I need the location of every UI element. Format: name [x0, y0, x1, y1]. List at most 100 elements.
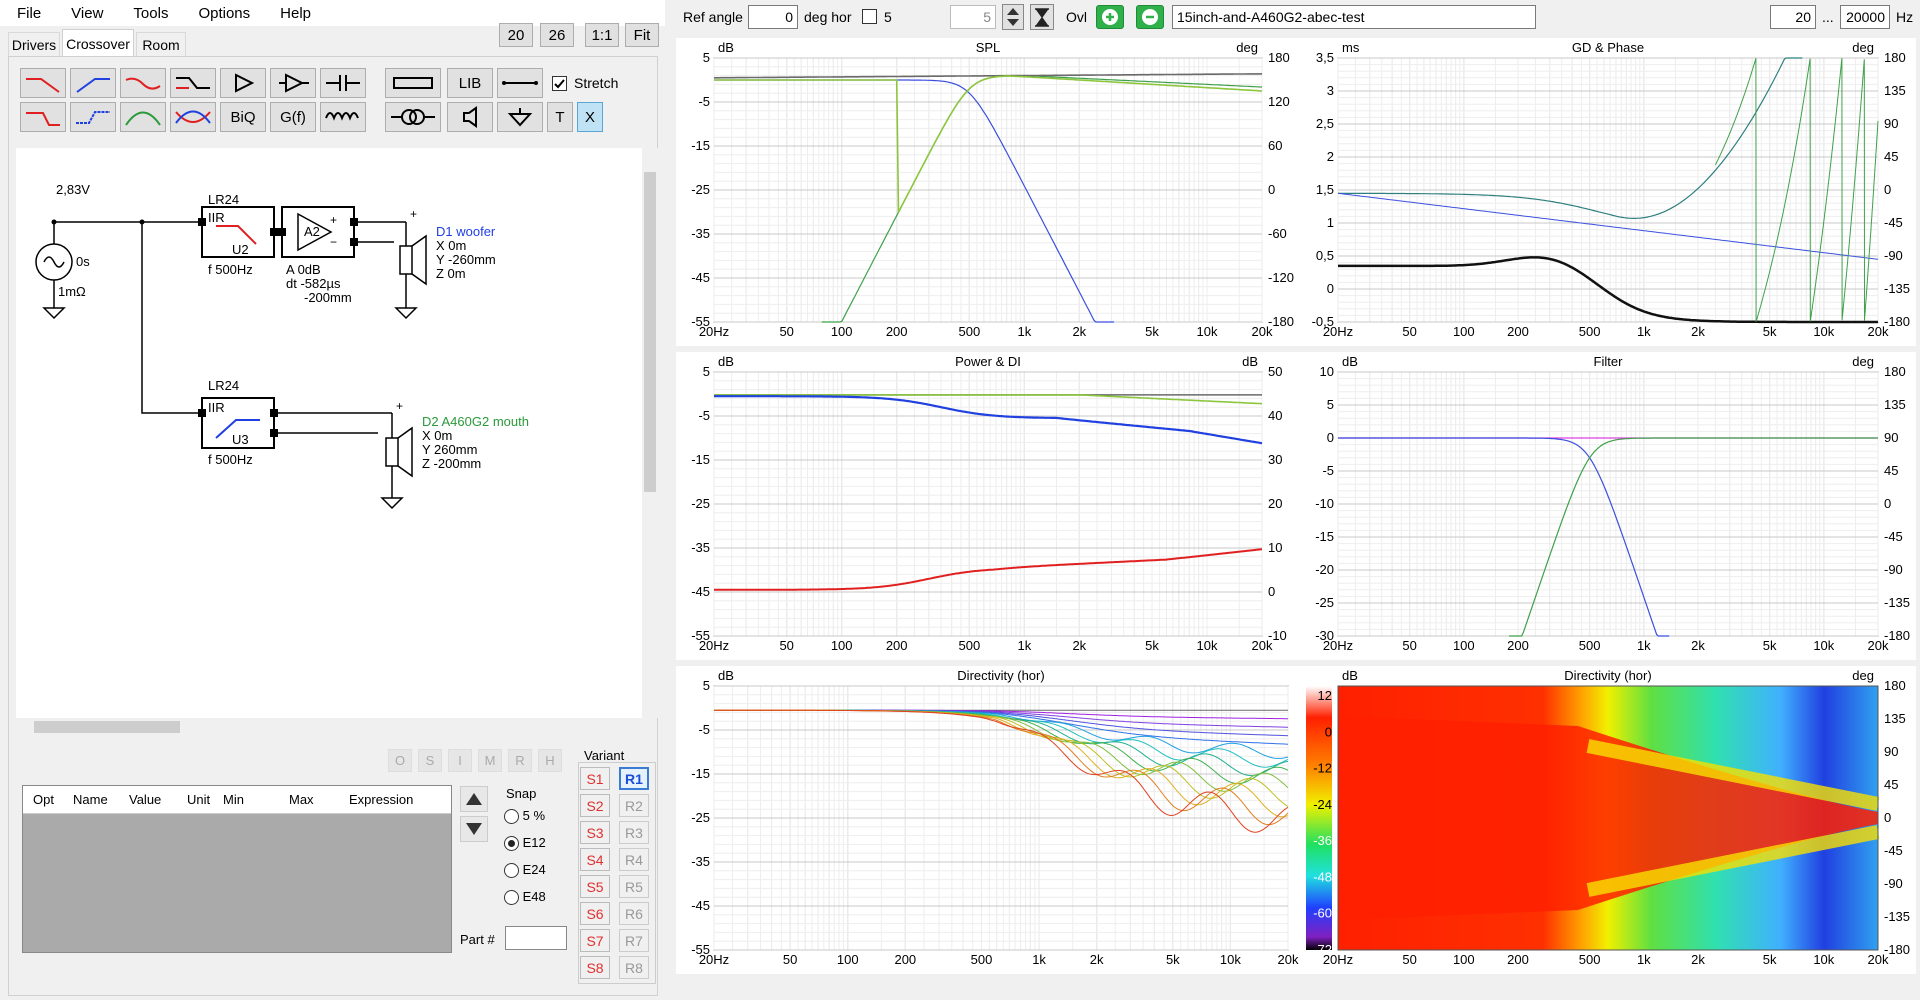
spl-max-checkbox[interactable]	[862, 9, 877, 24]
r-button[interactable]: R	[508, 749, 532, 772]
variant-r7[interactable]: R7	[619, 929, 649, 952]
variant-s4[interactable]: S4	[580, 848, 610, 871]
menu-view[interactable]: View	[71, 4, 104, 22]
directivity-curve-13	[714, 709, 1289, 833]
vertical-scrollbar[interactable]	[642, 148, 658, 718]
menu-file[interactable]: File	[17, 4, 42, 22]
buffer-tool[interactable]	[270, 68, 316, 98]
snap-e24[interactable]: E24	[504, 862, 546, 879]
capacitor-tool[interactable]	[320, 68, 366, 98]
text-tool[interactable]: T	[547, 102, 573, 132]
o-button[interactable]: O	[388, 749, 412, 772]
variant-s8[interactable]: S8	[580, 956, 610, 979]
variant-r1[interactable]: R1	[619, 767, 649, 790]
filter-plot[interactable]: 10 5 0 -5 -10 -15 -20 -25 -30 180 135 90 45 0 -45 -90 -1…	[1300, 352, 1916, 660]
variant-s7[interactable]: S7	[580, 929, 610, 952]
tab-crossover[interactable]: Crossover	[62, 29, 134, 57]
variant-r4[interactable]: R4	[619, 848, 649, 871]
highpass-blue-2-tool[interactable]	[70, 102, 116, 132]
schematic-canvas[interactable]: + − + + 2,83V 0s 1mΩ LR24 IIR U2 f 500Hz A…	[16, 148, 642, 718]
ref-angle-input[interactable]: 0	[748, 5, 798, 29]
zoom-1to1-button[interactable]: 1:1	[585, 23, 619, 47]
inductor-tool[interactable]	[320, 102, 366, 132]
power-di-plot[interactable]: 5 -5 -15 -25 -35 -45 -55 50 40 30 20 10 0 -10 20Hz 50 10…	[676, 352, 1300, 660]
p-dir-ytick: -25	[691, 810, 710, 825]
biquad-button[interactable]: BiQ	[220, 102, 266, 132]
col-expression[interactable]: Expression	[349, 792, 414, 807]
zoom-26-button[interactable]: 26	[540, 23, 574, 47]
lowpass-red-tool[interactable]	[20, 68, 66, 98]
tab-room[interactable]: Room	[136, 32, 186, 56]
x-tool[interactable]: X	[577, 102, 603, 132]
speaker-tool[interactable]	[447, 102, 493, 132]
resistor-tool[interactable]	[385, 68, 441, 98]
m-button[interactable]: M	[478, 749, 502, 772]
move-up-button[interactable]	[460, 786, 488, 812]
col-unit[interactable]: Unit	[187, 792, 211, 807]
lowpass-red-2-tool[interactable]	[20, 102, 66, 132]
project-name-input[interactable]: 15inch-and-A460G2-abec-test	[1172, 5, 1536, 29]
h-button[interactable]: H	[538, 749, 562, 772]
part-number-input[interactable]	[505, 926, 567, 950]
freq-max-input[interactable]: 20000	[1840, 5, 1890, 29]
directivity-map-plot[interactable]: 12 0 -12 -24 -36 -48 -60 -72 180 135 90 45 0 -45 -90 -1…	[1300, 666, 1916, 974]
col-opt[interactable]: Opt	[33, 792, 54, 807]
gd-phase-plot[interactable]: 3,5 3 2,5 2 1,5 1 0,5 0 -0,5 180 135 90 45 0 -45 -90 -13…	[1300, 38, 1916, 346]
transformer-tool[interactable]	[385, 102, 441, 132]
variant-r3[interactable]: R3	[619, 821, 649, 844]
overlay-remove-button[interactable]	[1136, 5, 1164, 29]
menu-help[interactable]: Help	[280, 4, 312, 22]
zoom-20-button[interactable]: 20	[499, 23, 533, 47]
zoom-fit-button[interactable]: Fit	[625, 23, 659, 47]
variant-r6[interactable]: R6	[619, 902, 649, 925]
shelf-tool[interactable]	[170, 68, 216, 98]
horizontal-scrollbar[interactable]	[16, 718, 642, 734]
col-min[interactable]: Min	[223, 792, 244, 807]
allpass-red-tool[interactable]	[120, 68, 166, 98]
menu-options[interactable]: Options	[198, 4, 251, 22]
col-value[interactable]: Value	[129, 792, 162, 807]
snap-5pct[interactable]: 5 %	[504, 808, 545, 825]
variant-s3[interactable]: S3	[580, 821, 610, 844]
move-down-button[interactable]	[460, 816, 488, 842]
spl-max-reset-button[interactable]	[1030, 4, 1054, 30]
spl-max-spinner[interactable]	[1002, 4, 1024, 30]
variant-s2[interactable]: S2	[580, 794, 610, 817]
variant-s6[interactable]: S6	[580, 902, 610, 925]
col-name[interactable]: Name	[73, 792, 108, 807]
variant-s1[interactable]: S1	[580, 767, 610, 790]
wire-tool[interactable]	[497, 68, 543, 98]
p-spl-xtick: 200	[886, 324, 908, 339]
stretch-checkbox[interactable]	[552, 76, 567, 91]
snap-e48[interactable]: E48	[504, 889, 546, 906]
p-filter-rtick: 45	[1884, 463, 1898, 478]
optimizer-table[interactable]: Opt Name Value Unit Min Max Expression	[22, 785, 452, 953]
library-button[interactable]: LIB	[447, 68, 493, 98]
snap-e12[interactable]: E12	[504, 835, 546, 852]
highpass-blue-tool[interactable]	[70, 68, 116, 98]
variant-r5[interactable]: R5	[619, 875, 649, 898]
horizontal-scroll-thumb[interactable]	[34, 721, 180, 733]
variant-s5[interactable]: S5	[580, 875, 610, 898]
col-max[interactable]: Max	[289, 792, 314, 807]
gf-button[interactable]: G(f)	[270, 102, 316, 132]
i-button[interactable]: I	[448, 749, 472, 772]
notch-tool[interactable]	[170, 102, 216, 132]
overlay-add-button[interactable]	[1096, 5, 1124, 29]
vertical-scroll-thumb[interactable]	[644, 172, 656, 492]
bandpass-green-tool[interactable]	[120, 102, 166, 132]
ground-tool[interactable]	[497, 102, 543, 132]
s-button[interactable]: S	[418, 749, 442, 772]
gd-woofer-curve	[1337, 192, 1879, 260]
d1-name[interactable]: D1 woofer	[436, 224, 496, 239]
variant-r2[interactable]: R2	[619, 794, 649, 817]
tab-drivers[interactable]: Drivers	[8, 32, 60, 56]
menu-tools[interactable]: Tools	[133, 4, 169, 22]
directivity-plot[interactable]: 5 -5 -15 -25 -35 -45 -55 20Hz 50 100 200 500 1k 2k 5k 1…	[676, 666, 1300, 974]
spl-max-input[interactable]: 5	[950, 5, 996, 29]
variant-r8[interactable]: R8	[619, 956, 649, 979]
spl-plot[interactable]: 5 -5 -15 -25 -35 -45 -55 180 120 60 0 -60 -120 -180 20…	[676, 38, 1300, 346]
amplifier-tool[interactable]	[220, 68, 266, 98]
d2-name[interactable]: D2 A460G2 mouth	[422, 414, 529, 429]
freq-min-input[interactable]: 20	[1770, 5, 1816, 29]
